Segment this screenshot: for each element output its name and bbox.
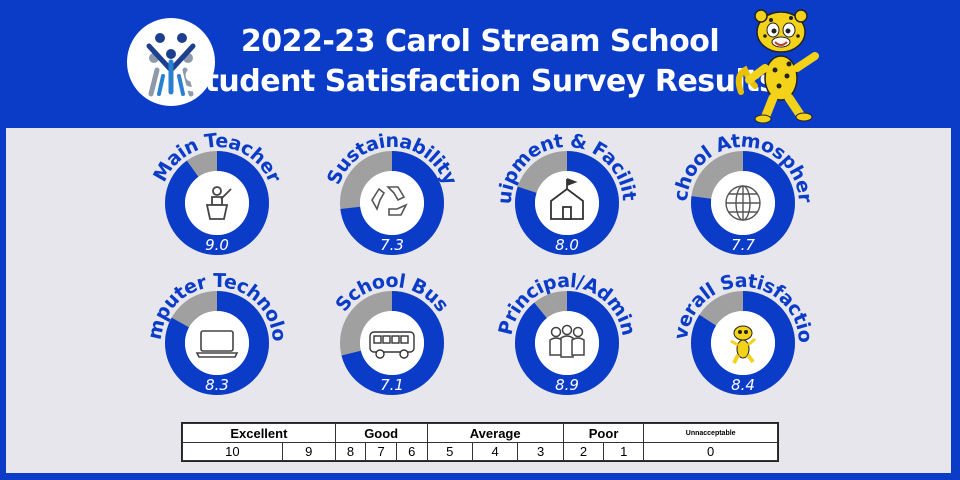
- globe-icon: [725, 185, 761, 221]
- cheetah-mascot-icon: [735, 9, 819, 124]
- scale-category-good: Good: [334, 423, 428, 443]
- gauge-score: 7.3: [380, 236, 404, 254]
- gauge-school-atmosphere: School Atmosphere7.7: [670, 129, 817, 263]
- donut-chart: Computer Technology: [144, 270, 291, 395]
- people-logo-icon: [146, 33, 196, 97]
- scale-number: 0: [643, 442, 778, 461]
- cheetah-mascot: [735, 6, 827, 124]
- gauge-score: 8.4: [731, 376, 755, 394]
- scale-category-average: Average: [426, 423, 564, 443]
- header-banner: 2022-23 Carol Stream School Student Sati…: [0, 0, 960, 128]
- gauge-score: 7.7: [731, 236, 755, 254]
- scale-number: 1: [603, 442, 645, 461]
- cheetah-mascot-icon: [730, 325, 756, 364]
- gauge-principal-admin: Principal/Admin 8.9: [495, 270, 640, 403]
- gauge-score: 8.0: [555, 236, 579, 254]
- donut-value-arc: [515, 151, 619, 255]
- donut-value-arc: [691, 151, 795, 255]
- school-logo: [127, 18, 215, 106]
- page-title-line-2: Student Satisfaction Survey Results: [183, 64, 777, 99]
- rating-number-row: 10 9 8 7 6 5 4 3 2 1 0: [182, 442, 778, 461]
- gauge-computer-technology: Computer Technology8.3: [144, 270, 291, 403]
- rating-scale: Excellent Good Average Poor Unnacceptabl…: [182, 423, 778, 461]
- gauge-score: 8.3: [205, 376, 229, 394]
- gauge-overall-satisfaction: Overall Satisfaction8.4: [670, 270, 817, 403]
- scale-category-unacceptable: Unnacceptable: [643, 423, 778, 443]
- gauge-score: 8.9: [555, 376, 579, 394]
- school-bus-icon: [369, 331, 415, 359]
- donut-chart: Equipment & Facilities: [494, 130, 641, 255]
- scale-number: 4: [471, 442, 519, 461]
- scale-number: 8: [334, 442, 367, 461]
- donut-value-arc: [165, 151, 269, 255]
- donut-value-arc: [515, 291, 619, 395]
- teacher-at-podium-icon: [205, 186, 232, 220]
- rating-category-row: Excellent Good Average Poor Unnacceptabl…: [182, 423, 778, 443]
- scale-number: 5: [426, 442, 473, 461]
- donut-center: [360, 171, 424, 235]
- donut-chart: School Bus: [331, 270, 453, 395]
- recycle-icon: [371, 186, 408, 216]
- scale-number: 7: [365, 442, 397, 461]
- scale-category-excellent: Excellent: [182, 423, 336, 443]
- results-panel: [6, 128, 951, 473]
- gauge-equipment-facilities: Equipment & Facilities8.0: [494, 130, 641, 263]
- page-title-line-1: 2022-23 Carol Stream School: [240, 24, 720, 59]
- donut-value-arc: [691, 291, 795, 395]
- scale-number: 2: [562, 442, 605, 461]
- donut-chart: Principal/Admin: [495, 270, 640, 395]
- scale-number: 10: [182, 442, 283, 461]
- people-group-icon: [549, 324, 585, 358]
- rating-scale-table: Excellent Good Average Poor Unnacceptabl…: [181, 422, 779, 462]
- donut-value-arc: [165, 291, 269, 395]
- gauge-main-teacher: Main Teacher9.0: [149, 130, 286, 263]
- gauge-school-bus: School Bus 7.1: [331, 270, 453, 403]
- donut-chart: School Atmosphere: [670, 129, 817, 255]
- scale-number: 3: [517, 442, 564, 461]
- gauge-sustainability: Sustainability 7.3: [323, 130, 462, 263]
- donut-chart: Overall Satisfaction: [670, 270, 817, 395]
- scale-category-poor: Poor: [562, 423, 645, 443]
- scale-number: 6: [395, 442, 428, 461]
- donut-value-arc: [340, 291, 444, 395]
- gauge-score: 9.0: [205, 236, 229, 254]
- laptop-icon: [195, 330, 239, 358]
- donut-value-arc: [340, 151, 444, 255]
- scale-number: 9: [281, 442, 336, 461]
- gauge-score: 7.1: [380, 376, 404, 394]
- schoolhouse-icon: [550, 178, 584, 220]
